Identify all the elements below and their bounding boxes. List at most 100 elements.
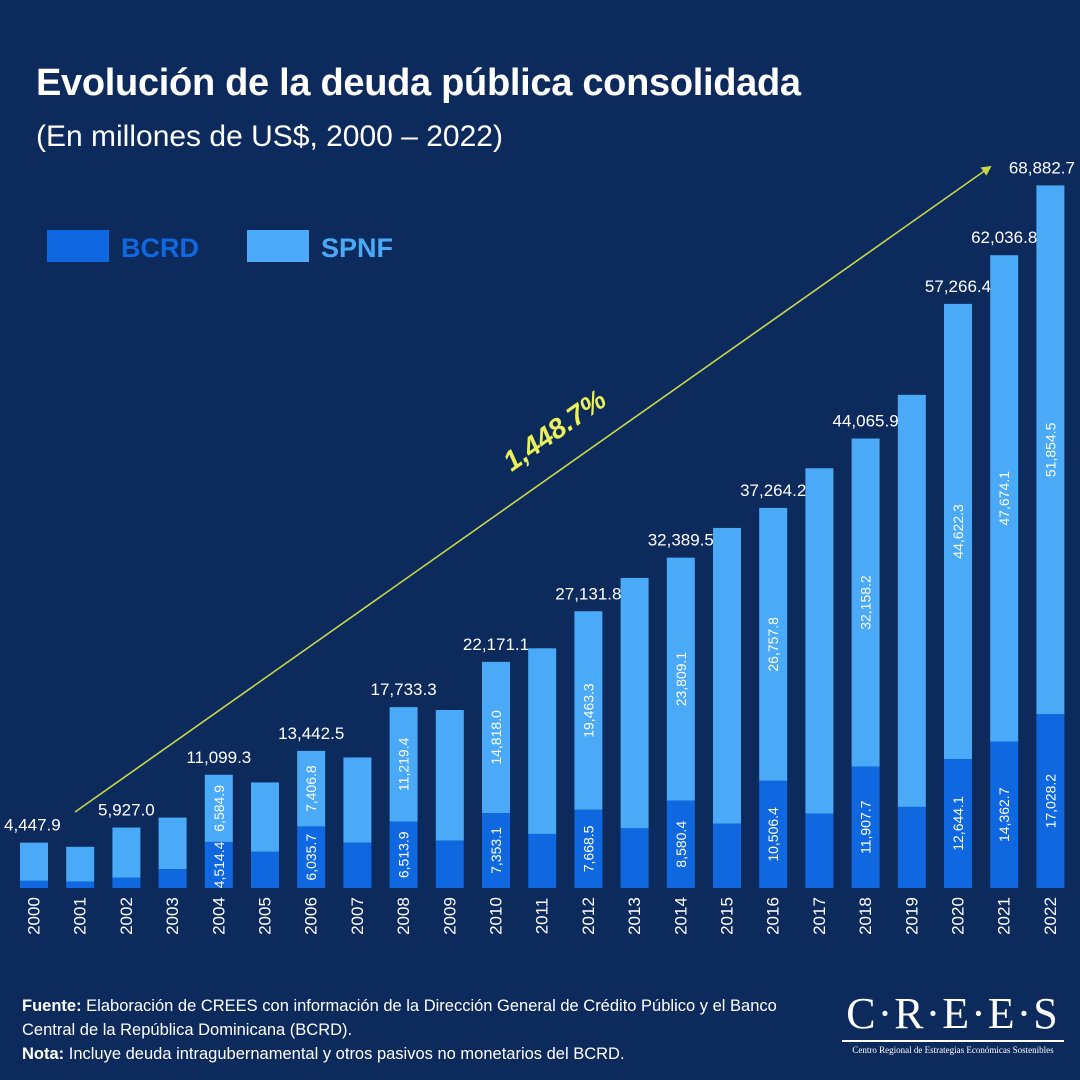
bar-label-spnf-2006: 7,406.8 (303, 765, 319, 812)
x-tick-label-2007: 2007 (348, 897, 367, 935)
bar-label-spnf-2014: 23,809.1 (673, 652, 689, 707)
footer: Fuente: Elaboración de CREES con informa… (22, 994, 822, 1066)
bars-group: 4,447.9 2000 2001 5,927.0 2002 2003 4,514.4 6,5… (4, 158, 1075, 935)
bar-spnf-2013 (620, 577, 649, 829)
chart-subtitle: (En millones de US$, 2000 – 2022) (36, 120, 503, 153)
x-tick-label-2000: 2000 (25, 897, 44, 935)
bar-bcrd-2019 (897, 806, 926, 888)
bar-label-bcrd-2016: 10,506.4 (765, 807, 781, 862)
legend-label-spnf: SPNF (321, 233, 393, 263)
x-tick-label-2004: 2004 (209, 897, 228, 935)
x-tick-label-2019: 2019 (902, 897, 921, 935)
x-tick-label-2009: 2009 (440, 897, 459, 935)
legend-swatch-bcrd (47, 230, 109, 262)
bar-label-spnf-2018: 32,158.2 (858, 575, 874, 630)
x-tick-label-2006: 2006 (302, 897, 321, 935)
bar-bcrd-2002 (112, 877, 141, 888)
bar-bcrd-2017 (805, 813, 834, 888)
total-label-2016: 37,264.2 (740, 481, 806, 500)
chart-title: Evolución de la deuda pública consolidad… (36, 62, 801, 104)
bar-spnf-2009 (435, 710, 464, 841)
bar-spnf-2007 (343, 757, 372, 843)
note-label: Nota: (22, 1045, 65, 1063)
bar-label-bcrd-2004: 4,514.4 (211, 841, 227, 888)
bar-label-bcrd-2006: 6,035.7 (303, 834, 319, 881)
note-text: Incluye deuda intragubernamental y otros… (64, 1045, 625, 1063)
bar-label-spnf-2010: 14,818.0 (488, 710, 504, 765)
bar-spnf-2015 (713, 527, 741, 824)
bar-label-bcrd-2018: 11,907.7 (858, 800, 874, 854)
bar-bcrd-2014 (666, 800, 695, 888)
bar-bcrd-2022 (1036, 714, 1065, 888)
x-tick-label-2001: 2001 (71, 897, 90, 935)
x-tick-label-2017: 2017 (810, 897, 829, 935)
x-tick-label-2018: 2018 (856, 897, 875, 935)
bar-bcrd-2006 (297, 826, 326, 888)
bar-bcrd-2010 (482, 812, 510, 888)
source-label: Fuente: (22, 997, 82, 1015)
bar-label-bcrd-2021: 14,362.7 (996, 787, 1012, 842)
note: Nota: Incluye deuda intragubernamental y… (22, 1042, 822, 1066)
total-label-2004: 11,099.3 (186, 748, 251, 767)
bar-bcrd-2011 (528, 833, 557, 888)
bar-spnf-2006 (297, 750, 326, 827)
x-tick-label-2003: 2003 (163, 897, 182, 935)
bar-spnf-2020 (944, 303, 972, 760)
x-tick-label-2015: 2015 (718, 897, 737, 935)
x-tick-label-2013: 2013 (625, 897, 644, 935)
source-text: Elaboración de CREES con información de … (22, 997, 777, 1039)
bar-spnf-2018 (851, 438, 880, 767)
x-tick-label-2011: 2011 (533, 898, 552, 935)
bar-spnf-2008 (389, 707, 418, 822)
bar-bcrd-2004 (204, 841, 233, 888)
total-label-2010: 22,171.1 (463, 635, 529, 654)
bar-bcrd-2009 (435, 840, 464, 888)
bar-spnf-2022 (1036, 185, 1065, 715)
bar-bcrd-2000 (20, 880, 48, 888)
x-tick-label-2016: 2016 (764, 897, 783, 935)
bar-spnf-2004 (204, 774, 233, 842)
x-tick-label-2020: 2020 (949, 897, 968, 935)
bar-label-bcrd-2010: 7,353.1 (488, 827, 504, 874)
bar-bcrd-2021 (990, 741, 1019, 888)
bar-bcrd-2005 (251, 851, 279, 888)
bar-bcrd-2013 (620, 828, 649, 888)
bar-label-bcrd-2008: 6,513.9 (396, 831, 412, 878)
x-tick-label-2022: 2022 (1041, 897, 1060, 935)
x-tick-label-2014: 2014 (671, 897, 690, 935)
total-label-2014: 32,389.5 (648, 531, 714, 550)
total-label-2006: 13,442.5 (278, 724, 344, 743)
bar-spnf-2002 (112, 827, 141, 878)
bar-spnf-2012 (574, 611, 603, 810)
bar-bcrd-2018 (851, 766, 880, 888)
x-tick-label-2008: 2008 (394, 897, 413, 935)
bar-bcrd-2008 (389, 821, 418, 888)
logo-rule (842, 1040, 1064, 1042)
bar-bcrd-2015 (713, 823, 741, 888)
bar-bcrd-2016 (759, 780, 788, 888)
growth-label: 1,448.7% (497, 383, 612, 477)
bar-label-spnf-2004: 6,584.9 (211, 785, 227, 832)
bar-spnf-2016 (759, 507, 788, 781)
growth-arrow (74, 165, 992, 813)
bar-spnf-2014 (666, 557, 695, 801)
bar-label-spnf-2022: 51,854.5 (1042, 422, 1058, 477)
bar-bcrd-2012 (574, 809, 603, 888)
x-tick-label-2021: 2021 (995, 897, 1014, 935)
logo-tagline: Centro Regional de Estrategias Económica… (852, 1045, 1054, 1055)
bar-label-spnf-2016: 26,757.8 (765, 617, 781, 672)
legend: BCRD SPNF (47, 230, 393, 263)
bar-label-spnf-2008: 11,219.4 (396, 737, 412, 791)
total-label-2020: 57,266.4 (925, 277, 991, 296)
stacked-bar-chart: BCRD SPNF 1,448.7% 4,447.9 2000 2001 5,927.… (4, 158, 1075, 935)
bar-bcrd-2020 (944, 759, 972, 888)
bar-label-spnf-2021: 47,674.1 (996, 471, 1012, 526)
bar-spnf-2011 (528, 648, 557, 834)
bar-spnf-2005 (251, 782, 279, 852)
bar-spnf-2000 (20, 842, 48, 881)
total-label-2008: 17,733.3 (371, 680, 437, 699)
bar-label-bcrd-2020: 12,644.1 (950, 796, 966, 851)
bar-spnf-2010 (482, 661, 510, 813)
source-note: Fuente: Elaboración de CREES con informa… (22, 994, 822, 1042)
total-label-2018: 44,065.9 (833, 412, 899, 431)
